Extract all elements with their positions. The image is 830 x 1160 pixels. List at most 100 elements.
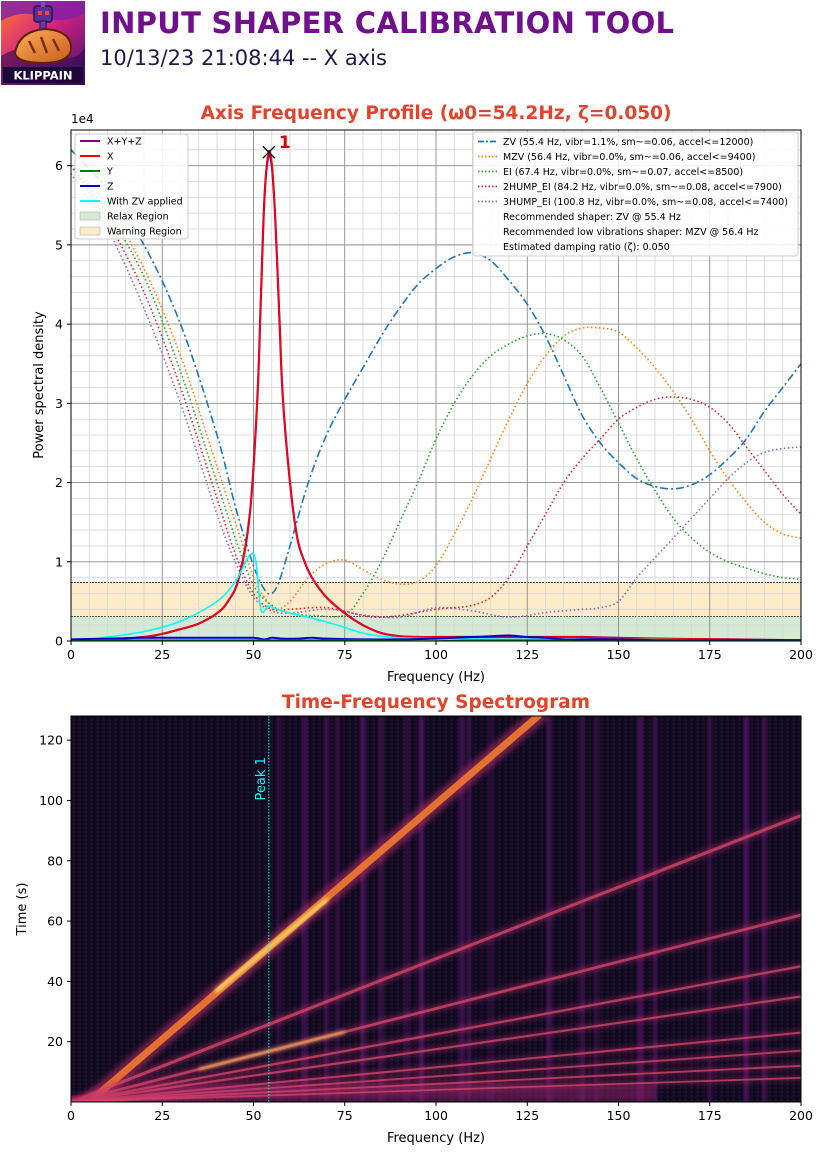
y-tick-label: 100 <box>39 793 63 808</box>
spectrogram-band <box>743 716 749 1102</box>
spectrogram-y-ticks: 20 40 60 80 100 120 <box>39 733 71 1049</box>
x-tick-label: 0 <box>67 1108 75 1123</box>
series-line-mzv <box>71 165 801 611</box>
y-tick-label: 1 <box>55 554 63 569</box>
x-tick-label: 200 <box>789 1108 813 1123</box>
spectrogram-band <box>378 716 384 1102</box>
legend-entry: Relax Region <box>107 212 169 223</box>
y-tick-label: 3 <box>55 396 63 411</box>
x-tick-label: 50 <box>246 647 262 662</box>
y-tick-label: 20 <box>47 1034 63 1049</box>
x-tick-label: 200 <box>789 647 813 662</box>
sweep-line <box>71 1077 801 1102</box>
legend-note: Recommended low vibrations shaper: MZV @… <box>503 227 758 238</box>
spectrogram-title: Time-Frequency Spectrogram <box>282 692 590 713</box>
legend-note: Recommended shaper: ZV @ 55.4 Hz <box>503 212 681 223</box>
legend-entry: EI (67.4 Hz, vibr=0.0%, sm~=0.07, accel<… <box>503 167 743 178</box>
y-tick-label: 120 <box>39 733 63 748</box>
x-tick-label: 0 <box>67 647 75 662</box>
y-tick-label: 0 <box>55 634 63 649</box>
y-tick-label: 2 <box>55 475 63 490</box>
spectrogram-band <box>418 716 424 1102</box>
spectrogram-band <box>276 716 282 1102</box>
psd-y-axis-label: Power spectral density <box>32 311 47 459</box>
y-tick-label: 40 <box>47 974 63 989</box>
spectrogram-band <box>637 716 643 1102</box>
sweep-line <box>71 913 801 1102</box>
spectrogram-band <box>594 716 600 1102</box>
x-tick-label: 100 <box>424 1108 448 1123</box>
spectrogram-band <box>360 716 366 1102</box>
x-tick-label: 100 <box>424 647 448 662</box>
spectrogram-band <box>546 716 552 1102</box>
y-tick-label: 5 <box>55 237 63 252</box>
spectrogram-band <box>459 716 465 1102</box>
legend-entry: X <box>107 152 114 163</box>
psd-x-axis-label: Frequency (Hz) <box>387 670 485 685</box>
spectrogram-band <box>762 716 767 1102</box>
psd-series <box>71 149 801 641</box>
series-line-hump3 <box>71 173 801 619</box>
legend-patch <box>79 211 101 221</box>
psd-y-ticks: 0 1 2 3 4 5 6 <box>55 158 71 649</box>
spectrogram-background <box>71 716 801 1102</box>
sweep-line <box>71 1031 801 1102</box>
legend-entry: MZV (56.4 Hz, vibr=0.0%, sm~=0.06, accel… <box>503 152 755 163</box>
sweep-line <box>71 1049 801 1102</box>
spectrogram-band <box>488 716 494 1102</box>
legend-entry: Z <box>107 182 114 193</box>
y-tick-label: 60 <box>47 914 63 929</box>
psd-chart: Axis Frequency Profile (ω0=54.2Hz, ζ=0.0… <box>32 103 813 685</box>
spectrogram-plot-area: Peak 1 <box>71 716 801 1102</box>
x-tick-label: 150 <box>607 1108 631 1123</box>
header: KLIPPAIN INPUT SHAPER CALIBRATION TOOL 1… <box>0 0 830 90</box>
legend-entry: Y <box>106 167 113 178</box>
sweep-line <box>71 965 801 1102</box>
spectrogram-band <box>707 716 713 1102</box>
sweep-line <box>71 995 801 1102</box>
psd-legend-box <box>74 133 189 240</box>
subtitle: 10/13/23 21:08:44 -- X axis <box>100 46 387 70</box>
x-tick-label: 175 <box>698 647 722 662</box>
spectrogram-band <box>334 716 340 1102</box>
x-tick-label: 25 <box>154 647 170 662</box>
legend-note: Estimated damping ratio (ζ): 0.050 <box>503 242 670 253</box>
psd-legend: X+Y+Z XYZ With ZV applied Relax Region Warni… <box>74 133 189 240</box>
x-tick-label: 75 <box>337 1108 353 1123</box>
peak-1-label: Peak 1 <box>254 757 269 800</box>
legend-entry: X+Y+Z <box>107 137 142 148</box>
psd-peak-marker: 1 <box>262 133 291 159</box>
sweep-line <box>71 1064 801 1102</box>
series-line-zv <box>71 149 801 595</box>
spectrogram-band <box>324 716 329 1102</box>
spectrogram-x-axis-label: Frequency (Hz) <box>387 1131 485 1146</box>
shaper-legend: ZV (55.4 Hz, vibr=1.1%, sm~=0.06, accel<… <box>472 131 799 257</box>
series-line-hump2 <box>71 165 801 618</box>
spectrogram-band <box>579 716 585 1102</box>
spectrogram-sweeps <box>71 716 801 1102</box>
x-tick-label: 25 <box>154 1108 170 1123</box>
legend-patch <box>79 226 101 236</box>
spectrogram-y-axis-label: Time (s) <box>15 883 30 937</box>
x-tick-label: 150 <box>607 647 631 662</box>
series-line-y <box>71 639 801 641</box>
spectrogram-chart: Time-Frequency Spectrogram Peak 1 0 25 50 7… <box>15 692 813 1146</box>
sweep-line <box>71 813 801 1102</box>
x-tick-label: 125 <box>515 647 539 662</box>
y-tick-label: 80 <box>47 853 63 868</box>
shaper-legend-box <box>472 131 799 257</box>
y-tick-label: 4 <box>55 317 63 332</box>
sweep-highlight <box>198 1030 346 1071</box>
series-line-z <box>71 634 801 641</box>
logo-text: KLIPPAIN <box>13 69 72 83</box>
legend-entry: ZV (55.4 Hz, vibr=1.1%, sm~=0.06, accel<… <box>503 137 753 148</box>
x-tick-label: 125 <box>515 1108 539 1123</box>
psd-y-scale-label: 1e4 <box>71 112 94 126</box>
peak-x-marker <box>262 145 276 159</box>
spectrogram-band <box>652 716 658 1102</box>
x-tick-label: 75 <box>337 647 353 662</box>
peak-label: 1 <box>279 133 291 153</box>
legend-entry: 3HUMP_EI (100.8 Hz, vibr=0.0%, sm~=0.08,… <box>503 197 788 208</box>
spectrogram-x-ticks: 0 25 50 75 100 125 150 175 200 <box>67 1102 813 1123</box>
